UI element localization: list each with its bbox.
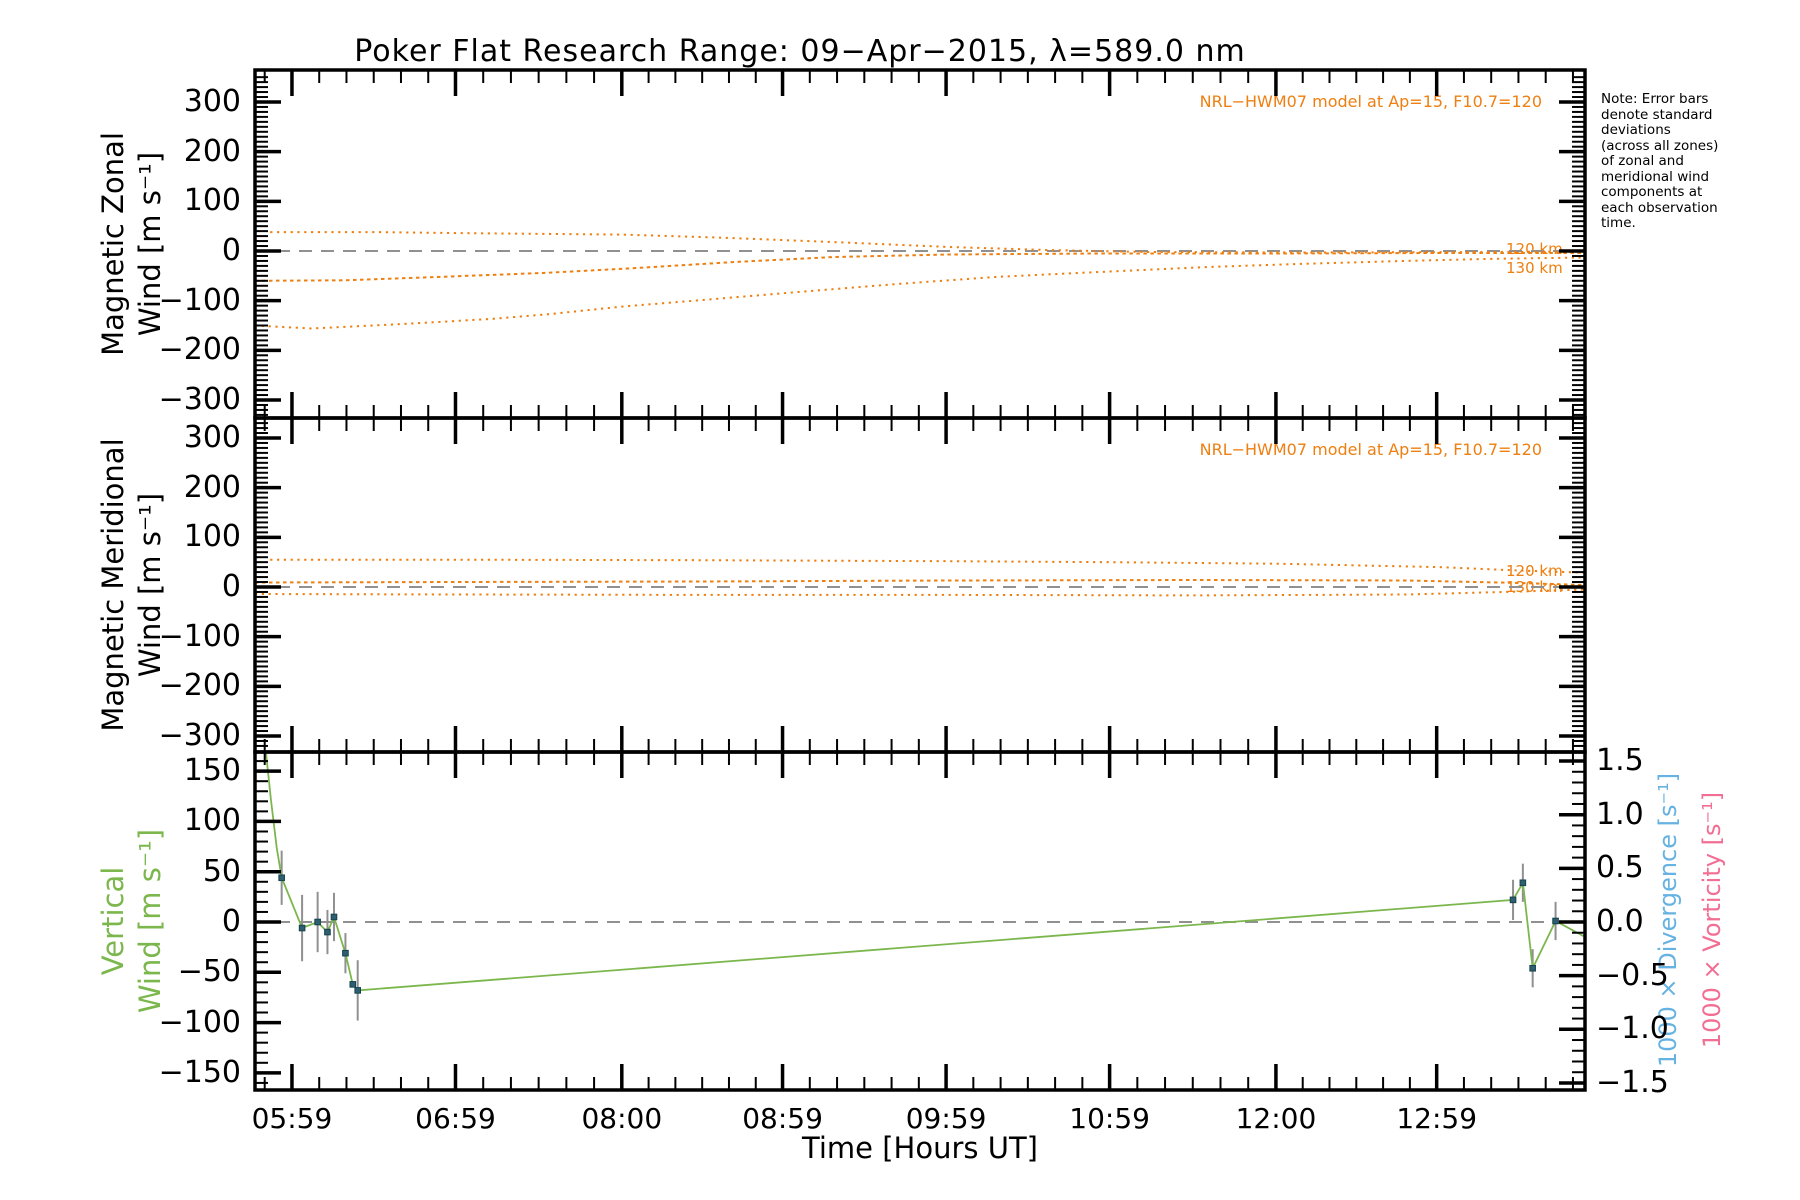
model-curve-hwm07-mid bbox=[254, 252, 1584, 282]
data-point-marker bbox=[1529, 964, 1536, 972]
y-tick-label: −150 bbox=[158, 1054, 241, 1090]
y-tick-label: −50 bbox=[177, 954, 241, 990]
right-tick-label: −0.5 bbox=[1596, 957, 1669, 993]
right-tick-label: 1.0 bbox=[1596, 796, 1644, 832]
y-tick-label: −300 bbox=[158, 382, 241, 417]
y-tick-label: 50 bbox=[202, 853, 241, 889]
page-title: Poker Flat Research Range: 09−Apr−2015, … bbox=[354, 34, 1246, 69]
y-tick-label: 100 bbox=[183, 803, 241, 839]
y-tick-label: 0 bbox=[221, 904, 241, 939]
model-curve-hwm07-mid bbox=[254, 578, 1584, 586]
data-point-marker bbox=[349, 981, 357, 988]
y-tick-label: −100 bbox=[158, 1004, 241, 1040]
data-point-marker bbox=[354, 987, 361, 994]
x-tick-label: 08:00 bbox=[581, 1102, 663, 1135]
y-tick-label: 0 bbox=[221, 569, 241, 604]
data-point-marker bbox=[1509, 896, 1517, 904]
data-point-marker bbox=[330, 913, 338, 921]
model-curve-hwm07-120km bbox=[270, 231, 1584, 254]
note-text: Note: Error bars denote standard deviati… bbox=[1601, 91, 1719, 231]
y-tick-label: 100 bbox=[183, 183, 241, 219]
data-point-marker bbox=[1552, 917, 1559, 925]
data-point-marker bbox=[314, 918, 321, 926]
right-tick-label: 1.5 bbox=[1596, 743, 1644, 779]
data-point-marker bbox=[324, 928, 331, 936]
y-tick-label: −100 bbox=[158, 618, 241, 654]
y-tick-label: 150 bbox=[183, 753, 241, 789]
curve-label-zonal-130km: 130 km bbox=[1506, 259, 1563, 277]
data-point-marker bbox=[342, 949, 349, 957]
curve-label-meridional-120km: 120 km bbox=[1506, 562, 1563, 580]
model-curve-hwm07-120km bbox=[270, 558, 1584, 574]
x-tick-label: 10:59 bbox=[1069, 1102, 1150, 1135]
data-point-marker bbox=[298, 924, 306, 932]
y-tick-label: 300 bbox=[183, 419, 241, 455]
y-tick-label: −300 bbox=[158, 718, 241, 753]
data-point-marker bbox=[1519, 879, 1527, 887]
x-tick-label: 06:59 bbox=[415, 1102, 496, 1135]
right-tick-label: 0.5 bbox=[1596, 850, 1644, 886]
y-tick-label: 0 bbox=[221, 233, 241, 268]
right-tick-label: 0.0 bbox=[1596, 904, 1644, 939]
x-tick-label: 05:59 bbox=[251, 1102, 333, 1135]
y-tick-label: −200 bbox=[158, 332, 241, 368]
data-point-marker bbox=[278, 874, 285, 882]
x-tick-label: 08:59 bbox=[742, 1102, 823, 1135]
y-tick-label: −200 bbox=[158, 668, 241, 704]
y-tick-label: 200 bbox=[183, 469, 241, 505]
legend-meridional-model: NRL−HWM07 model at Ap=15, F10.7=120 bbox=[1199, 440, 1542, 459]
x-tick-label: 12:59 bbox=[1396, 1102, 1478, 1135]
panel-border bbox=[253, 416, 1587, 754]
right-tick-label: −1.0 bbox=[1596, 1011, 1669, 1047]
y-tick-label: 300 bbox=[183, 83, 241, 119]
y-tick-label: 200 bbox=[183, 133, 241, 169]
curve-label-zonal-120km: 120 km bbox=[1506, 240, 1563, 258]
x-tick-label: 12:00 bbox=[1235, 1102, 1317, 1135]
x-axis-title: Time [Hours UT] bbox=[802, 1131, 1038, 1165]
legend-zonal-model: NRL−HWM07 model at Ap=15, F10.7=120 bbox=[1199, 92, 1542, 111]
y-tick-label: −100 bbox=[158, 282, 241, 318]
model-curve-hwm07-130km bbox=[254, 588, 1584, 597]
x-tick-label: 09:59 bbox=[905, 1102, 987, 1135]
model-curve-hwm07-130km bbox=[254, 256, 1584, 330]
y-tick-label: 100 bbox=[183, 519, 241, 555]
right-tick-label: −1.5 bbox=[1596, 1064, 1669, 1100]
panel-border bbox=[253, 68, 1587, 420]
wind-series-line bbox=[265, 752, 1584, 992]
